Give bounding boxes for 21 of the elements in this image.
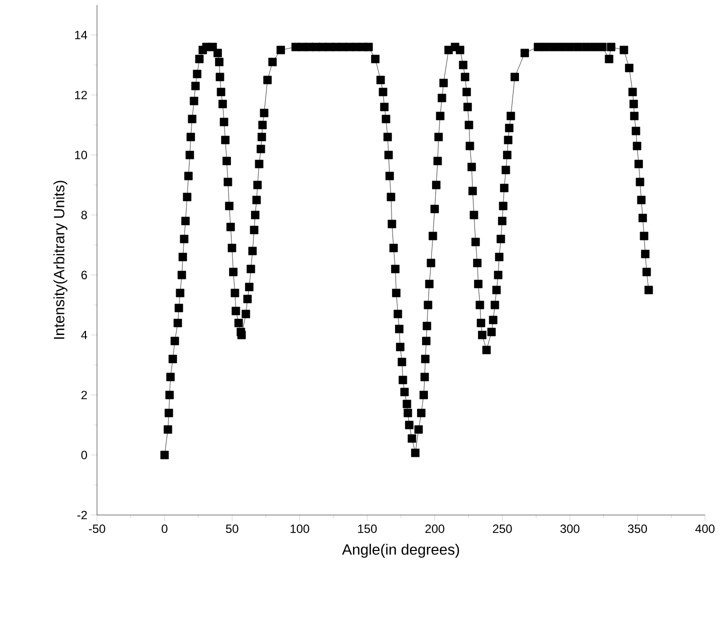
y-tick-label: 10 xyxy=(75,150,88,160)
x-tick-label: 350 xyxy=(628,524,647,533)
x-tick-label: 50 xyxy=(226,524,238,533)
y-tick-label: 2 xyxy=(81,390,87,400)
x-tick-label: 0 xyxy=(162,524,168,533)
x-axis-title: Angle(in degrees) xyxy=(342,544,460,558)
y-tick-label: 0 xyxy=(81,450,88,460)
y-tick-label: 14 xyxy=(75,30,88,40)
y-tick-label: 8 xyxy=(81,210,87,220)
x-tick-label: 250 xyxy=(492,524,512,533)
x-tick-label: -50 xyxy=(88,524,106,533)
y-tick-label: 6 xyxy=(81,270,87,280)
x-tick-label: 150 xyxy=(358,524,377,533)
x-tick-label: 100 xyxy=(290,524,310,533)
y-axis-title: Intensity(Arbitrary Units) xyxy=(53,180,68,339)
y-tick-label: -2 xyxy=(77,510,87,520)
x-tick-label: 300 xyxy=(560,524,580,533)
x-tick-label: 400 xyxy=(695,524,715,533)
x-tick-label: 200 xyxy=(425,524,444,533)
y-tick-label: 4 xyxy=(81,330,88,340)
y-tick-label: 12 xyxy=(75,90,87,100)
